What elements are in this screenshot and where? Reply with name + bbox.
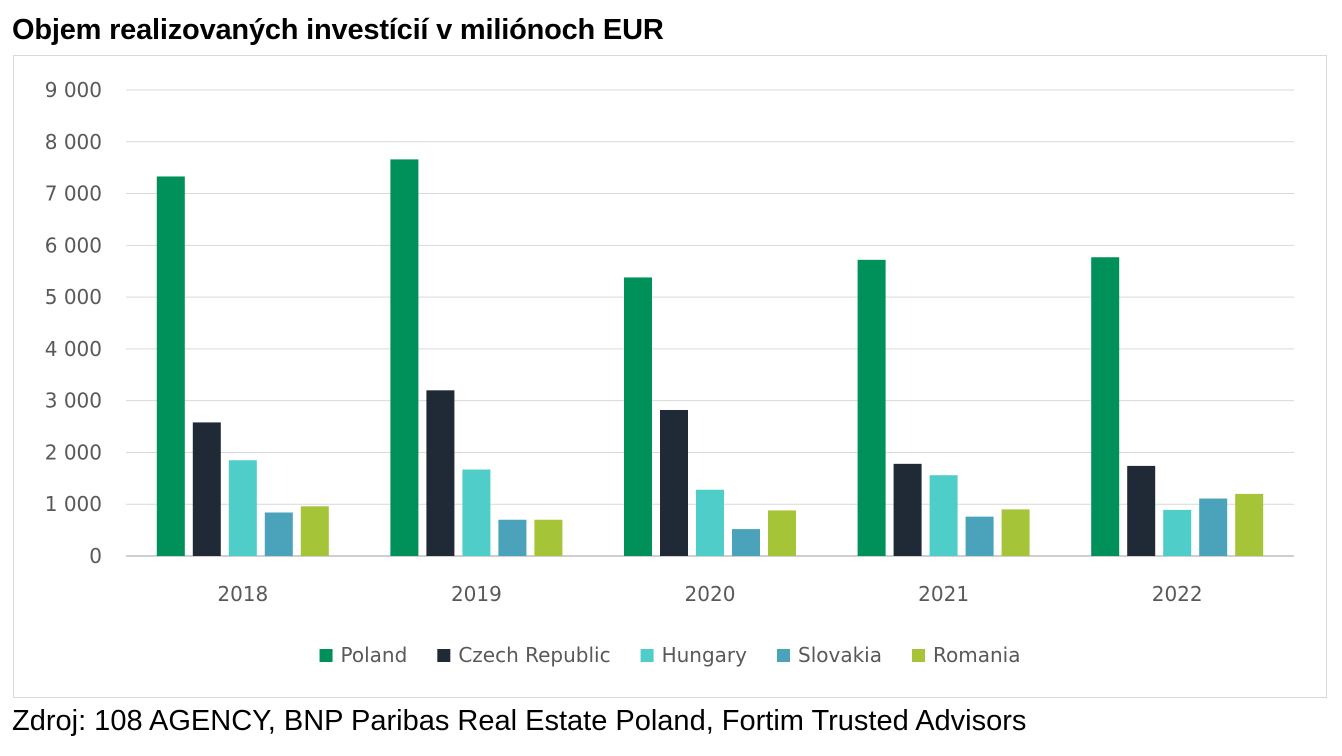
legend-label-poland: Poland (341, 643, 408, 667)
bar-poland-2018 (156, 176, 185, 557)
y-tick-label: 8 000 (45, 130, 102, 154)
legend-label-czech-republic: Czech Republic (458, 643, 610, 667)
bar-poland-2022 (1091, 257, 1120, 556)
x-tick-label: 2022 (1152, 582, 1203, 606)
bar-slovakia-2020 (732, 529, 760, 556)
bar-slovakia-2019 (498, 519, 527, 556)
bar-slovakia-2018 (264, 512, 293, 556)
source-note: Zdroj: 108 AGENCY, BNP Paribas Real Esta… (12, 705, 1027, 737)
x-tick-label: 2019 (451, 582, 502, 606)
legend-swatch-czech-republic (437, 649, 451, 662)
y-tick-label: 1 000 (45, 492, 102, 516)
legend-label-hungary: Hungary (662, 643, 748, 667)
bar-romania-2022 (1235, 493, 1264, 556)
bar-romania-2021 (1001, 509, 1030, 556)
bar-poland-2021 (857, 259, 886, 556)
bar-slovakia-2022 (1199, 498, 1228, 556)
bar-czech-republic-2018 (192, 422, 221, 556)
bar-hungary-2021 (929, 475, 958, 556)
legend-swatch-romania (911, 649, 925, 662)
chart-area: 0 1 000 2 000 3 000 4 000 5 000 6 000 7 000 8 00… (13, 55, 1327, 698)
bar-romania-2018 (300, 506, 329, 556)
bar-romania-2019 (534, 519, 563, 556)
y-tick-label: 0 (89, 544, 102, 568)
legend-swatch-hungary (640, 649, 654, 662)
bar-poland-2019 (390, 159, 419, 556)
y-tick-label: 5 000 (45, 285, 102, 309)
y-tick-label: 7 000 (45, 182, 102, 206)
y-tick-label: 2 000 (45, 440, 102, 464)
bar-poland-2020 (624, 277, 652, 556)
bar-slovakia-2021 (965, 516, 994, 556)
bar-czech-republic-2020 (660, 409, 688, 556)
y-tick-label: 6 000 (45, 233, 102, 257)
y-tick-label: 9 000 (45, 78, 102, 102)
bar-czech-republic-2019 (426, 390, 455, 556)
bar-czech-republic-2022 (1127, 465, 1156, 556)
y-tick-label: 3 000 (45, 389, 102, 413)
legend-label-slovakia: Slovakia (798, 643, 882, 667)
bar-hungary-2018 (228, 460, 257, 556)
x-tick-label: 2020 (685, 582, 736, 606)
legend-swatch-slovakia (777, 649, 791, 662)
bar-hungary-2019 (462, 469, 491, 556)
y-tick-label: 4 000 (45, 337, 102, 361)
bar-chart: 0 1 000 2 000 3 000 4 000 5 000 6 000 7 000 8 00… (45, 78, 1294, 667)
bar-hungary-2022 (1163, 509, 1192, 556)
legend-swatch-poland (319, 649, 333, 662)
bar-romania-2020 (768, 510, 796, 556)
x-tick-label: 2018 (217, 582, 268, 606)
bar-czech-republic-2021 (893, 463, 922, 556)
x-tick-label: 2021 (918, 582, 969, 606)
page-title: Objem realizovaných investícií v milióno… (12, 14, 664, 46)
bar-hungary-2020 (696, 489, 724, 556)
legend-label-romania: Romania (933, 643, 1020, 667)
